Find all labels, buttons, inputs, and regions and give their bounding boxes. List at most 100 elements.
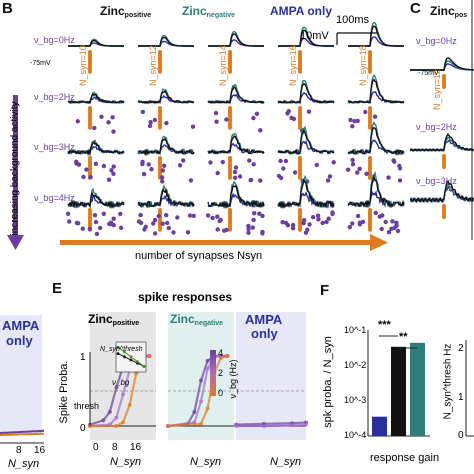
b-bg-dot-r1-c0-0 <box>106 120 111 125</box>
b-bg-dot-r3-c1-10 <box>164 213 169 218</box>
header-ampa-only: AMPA only <box>270 4 332 18</box>
b-syn-dot-r3-c2-9 <box>228 227 232 232</box>
f-ylabel-wrap: spk proba. / N_syn <box>318 330 334 440</box>
b-bg-dot-r2-c4-6 <box>345 167 351 172</box>
b-bg-dot-r2-c2-8 <box>258 178 263 183</box>
b-bg-dot-r3-c3-13 <box>302 218 307 223</box>
b-trace-zinc-negative-r2-c4 <box>347 121 405 156</box>
b-bg-dot-r3-c0-8 <box>92 213 98 218</box>
b-bg-dot-r2-c0-9 <box>106 177 112 182</box>
b-trace-zinc-positive-r2-c2 <box>207 135 265 155</box>
b-syn-dot-r1-c3-9 <box>298 125 302 130</box>
f-sig-1: *** <box>378 319 391 331</box>
b-bg-dot-r2-c1-2 <box>160 175 165 180</box>
b-bg-dot-r3-c1-12 <box>175 215 180 220</box>
f-ylabel: spk proba. / N_syn <box>322 336 334 428</box>
b-bg-dot-r2-c4-11 <box>364 171 369 176</box>
b-bg-dot-r3-c2-2 <box>257 211 262 216</box>
b-bg-dot-r3-c4-6 <box>395 228 401 234</box>
b-bg-dot-r2-c2-0 <box>215 170 220 176</box>
b-bg-dot-r1-c2-2 <box>254 111 260 117</box>
b-syn-dot-r0-c2-9 <box>228 69 232 74</box>
b-bg-dot-r2-c2-5 <box>237 174 243 179</box>
rate-label-2: ν_bg=3Hz <box>34 142 75 152</box>
b-bg-dot-r3-c1-15 <box>156 213 161 219</box>
b-bg-dot-r2-c1-1 <box>146 162 151 167</box>
b-bg-dot-r1-c1-0 <box>190 124 196 129</box>
b-bg-dot-r3-c3-15 <box>320 220 325 226</box>
b-bg-dot-r3-c0-7 <box>108 220 114 225</box>
b-bg-dot-r3-c3-14 <box>290 222 296 228</box>
b-trace-zinc-positive-r1-c0 <box>67 93 125 104</box>
b-bg-dot-r3-c1-3 <box>191 213 196 218</box>
f-ytick-4: 10^-4 <box>344 430 367 440</box>
b-bg-dot-r2-c4-3 <box>355 170 360 175</box>
b-trace-zinc-positive-r3-c4 <box>347 174 405 209</box>
b-bg-dot-r2-c0-8 <box>88 175 93 180</box>
e-series-1-1 <box>167 354 228 428</box>
b-bg-dot-r2-c1-4 <box>177 163 183 168</box>
panel-d-xtick-16: 16 <box>34 445 46 456</box>
b-bg-dot-r2-c4-10 <box>350 157 355 163</box>
b-bg-dot-r1-c4-3 <box>355 118 360 124</box>
b-bg-dot-r3-c3-5 <box>324 219 329 225</box>
b-bg-dot-r2-c1-11 <box>140 159 145 164</box>
b-bg-dot-r3-c0-11 <box>67 219 72 224</box>
d-curve-purple <box>0 429 44 434</box>
panel-d-title-1: AMPA <box>2 318 40 333</box>
b-nsyn-label-4: N_syn=18 <box>358 45 368 86</box>
panel-c-traces: N_syn=12 <box>410 0 474 240</box>
b-bg-dot-r1-c0-5 <box>99 114 104 120</box>
b-bg-dot-r2-c4-9 <box>386 175 391 180</box>
b-bg-dot-r1-c2-4 <box>224 117 229 122</box>
b-bg-dot-r3-c0-3 <box>93 219 99 225</box>
b-bg-dot-r3-c3-6 <box>326 216 331 221</box>
b-bg-dot-r3-c0-16 <box>101 211 107 216</box>
b-bg-dot-r2-c0-7 <box>101 163 107 169</box>
e-cbar-tick-4: 4 <box>218 348 224 358</box>
b-bg-dot-r3-c0-2 <box>97 225 103 231</box>
b-bg-dot-r3-c0-17 <box>111 216 116 221</box>
b-bg-dot-r2-c0-1 <box>84 167 89 172</box>
b-bg-dot-r2-c3-0 <box>314 162 319 168</box>
header-c: Zincpos <box>430 4 467 19</box>
c-rate-label-0: ν_bg=0Hz <box>416 36 457 46</box>
panel-f-chart <box>367 330 474 437</box>
c-syn-dot-r0-5 <box>442 85 446 89</box>
b-bg-dot-r2-c2-9 <box>251 162 256 167</box>
c-rate-label-2: ν_bg=3Hz <box>416 176 457 186</box>
c-vm-label: -75mV <box>418 70 439 77</box>
header-zinc-positive-sub: positive <box>124 12 152 19</box>
b-nsyn-label-3: N_syn=16 <box>288 45 298 86</box>
b-bg-dot-r3-c3-9 <box>316 217 321 222</box>
b-trace-zinc-positive-r1-c4 <box>347 78 405 104</box>
panel-e-title: spike responses <box>138 290 233 304</box>
b-bg-dot-r2-c0-4 <box>111 164 116 169</box>
b-bg-dot-r2-c2-6 <box>233 165 239 170</box>
b-bg-dot-r1-c0-4 <box>75 119 81 124</box>
e-xlabel-3: N_syn <box>270 456 302 468</box>
b-bg-dot-r1-c4-4 <box>348 117 353 123</box>
b-trace-ampa-r3-c4 <box>347 189 405 209</box>
b-bg-dot-r3-c2-7 <box>210 215 215 221</box>
d-curve-orange <box>0 432 44 436</box>
e-series-2-0 <box>235 421 307 426</box>
b-syn-dot-r0-c3-9 <box>298 69 302 74</box>
b-bg-dot-r1-c2-3 <box>251 115 256 121</box>
b-trace-zinc-positive-r2-c0 <box>67 140 125 157</box>
b-trace-zinc-negative-r1-c4 <box>347 74 405 104</box>
b-x-arrow-head <box>370 234 388 251</box>
b-trace-zinc-positive-r2-c3 <box>277 128 335 155</box>
b-bg-dot-r1-c3-4 <box>286 109 291 114</box>
e-sub-ampa-1: AMPA <box>245 312 283 327</box>
b-bg-dot-r3-c3-11 <box>280 220 285 225</box>
panel-label-f: F <box>320 282 330 299</box>
e-cbar-tick-0: 0 <box>218 388 224 398</box>
b-bg-dot-r2-c0-3 <box>81 174 86 180</box>
b-bg-dot-r3-c2-17 <box>222 228 227 233</box>
b-trace-zinc-positive-r2-c1 <box>137 137 195 157</box>
b-bg-dot-r3-c1-14 <box>152 231 158 236</box>
f-right-ylabel: N_syn^thresh Hz <box>442 343 454 420</box>
b-bg-dot-r3-c0-15 <box>74 220 80 226</box>
b-bg-dot-r2-c3-6 <box>331 160 336 165</box>
